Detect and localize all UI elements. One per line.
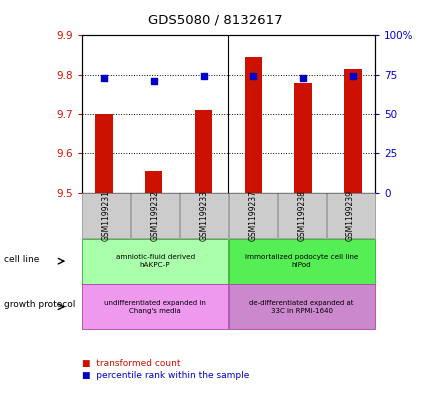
Point <box>100 75 107 81</box>
Bar <box>344 69 361 193</box>
Bar <box>95 114 112 193</box>
Text: growth protocol: growth protocol <box>4 300 76 309</box>
Text: GSM1199238: GSM1199238 <box>297 190 305 241</box>
Text: cell line: cell line <box>4 255 40 264</box>
Text: GSM1199239: GSM1199239 <box>345 190 354 241</box>
Bar <box>144 171 162 193</box>
Text: ■  transformed count: ■ transformed count <box>82 359 180 368</box>
Text: immortalized podocyte cell line
hIPod: immortalized podocyte cell line hIPod <box>244 254 358 268</box>
Text: ■  percentile rank within the sample: ■ percentile rank within the sample <box>82 371 249 380</box>
Point <box>349 73 356 79</box>
Point <box>150 78 157 84</box>
Point <box>299 75 306 81</box>
Text: GSM1199231: GSM1199231 <box>101 190 111 241</box>
Text: GSM1199237: GSM1199237 <box>248 190 257 241</box>
Bar <box>194 110 212 193</box>
Text: undifferentiated expanded in
Chang's media: undifferentiated expanded in Chang's med… <box>104 300 206 314</box>
Text: GSM1199232: GSM1199232 <box>150 190 159 241</box>
Bar <box>244 57 261 193</box>
Point <box>200 73 206 79</box>
Text: GSM1199233: GSM1199233 <box>199 190 208 241</box>
Text: amniotic-fluid derived
hAKPC-P: amniotic-fluid derived hAKPC-P <box>115 254 194 268</box>
Point <box>249 73 256 79</box>
Text: de-differentiated expanded at
33C in RPMI-1640: de-differentiated expanded at 33C in RPM… <box>249 300 353 314</box>
Bar <box>294 83 311 193</box>
Text: GDS5080 / 8132617: GDS5080 / 8132617 <box>148 14 282 27</box>
